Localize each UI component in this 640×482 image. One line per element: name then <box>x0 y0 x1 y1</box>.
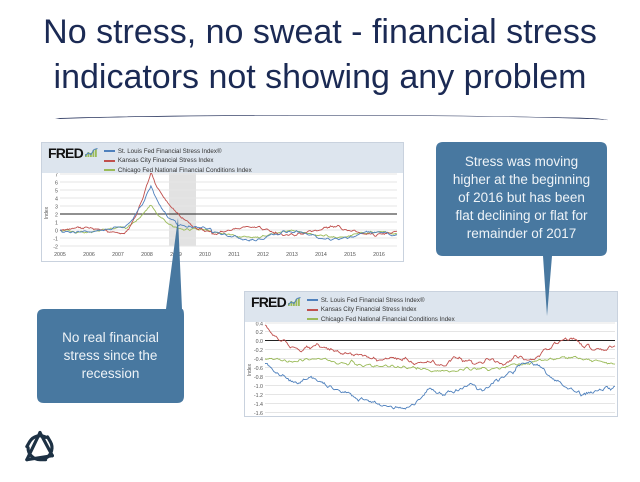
svg-text:4: 4 <box>55 197 58 203</box>
svg-text:2010: 2010 <box>199 252 211 258</box>
svg-text:2006: 2006 <box>83 252 95 258</box>
svg-text:Index: Index <box>247 363 253 376</box>
svg-text:2008: 2008 <box>141 252 153 258</box>
svg-text:7: 7 <box>55 173 58 179</box>
svg-text:2013: 2013 <box>286 252 298 258</box>
svg-text:2016: 2016 <box>373 252 385 258</box>
svg-text:2014: 2014 <box>315 252 327 258</box>
svg-text:1: 1 <box>55 221 58 227</box>
svg-text:2012: 2012 <box>257 252 269 258</box>
svg-text:-0.2: -0.2 <box>254 348 263 354</box>
svg-text:-1.4: -1.4 <box>254 402 263 408</box>
svg-text:2011: 2011 <box>228 252 239 258</box>
svg-text:Index: Index <box>44 206 50 219</box>
svg-text:2009: 2009 <box>170 252 182 258</box>
svg-text:-2: -2 <box>53 245 58 251</box>
svg-text:-0.4: -0.4 <box>254 357 263 363</box>
svg-text:-1: -1 <box>53 237 58 243</box>
svg-text:-0.8: -0.8 <box>254 375 263 381</box>
svg-text:2007: 2007 <box>112 252 124 258</box>
svg-text:6: 6 <box>55 181 58 187</box>
svg-text:-1.2: -1.2 <box>254 393 263 399</box>
svg-text:5: 5 <box>55 189 58 195</box>
svg-text:-1.0: -1.0 <box>254 384 263 390</box>
svg-text:0.4: 0.4 <box>256 322 263 328</box>
svg-text:2005: 2005 <box>54 252 66 258</box>
svg-text:2015: 2015 <box>344 252 356 258</box>
svg-text:-1.6: -1.6 <box>254 411 263 417</box>
svg-text:0: 0 <box>55 229 58 235</box>
svg-text:-0.6: -0.6 <box>254 366 263 372</box>
svg-text:3: 3 <box>55 205 58 211</box>
svg-text:0.2: 0.2 <box>256 330 263 336</box>
svg-text:0.0: 0.0 <box>256 339 263 345</box>
svg-text:2: 2 <box>55 213 58 219</box>
